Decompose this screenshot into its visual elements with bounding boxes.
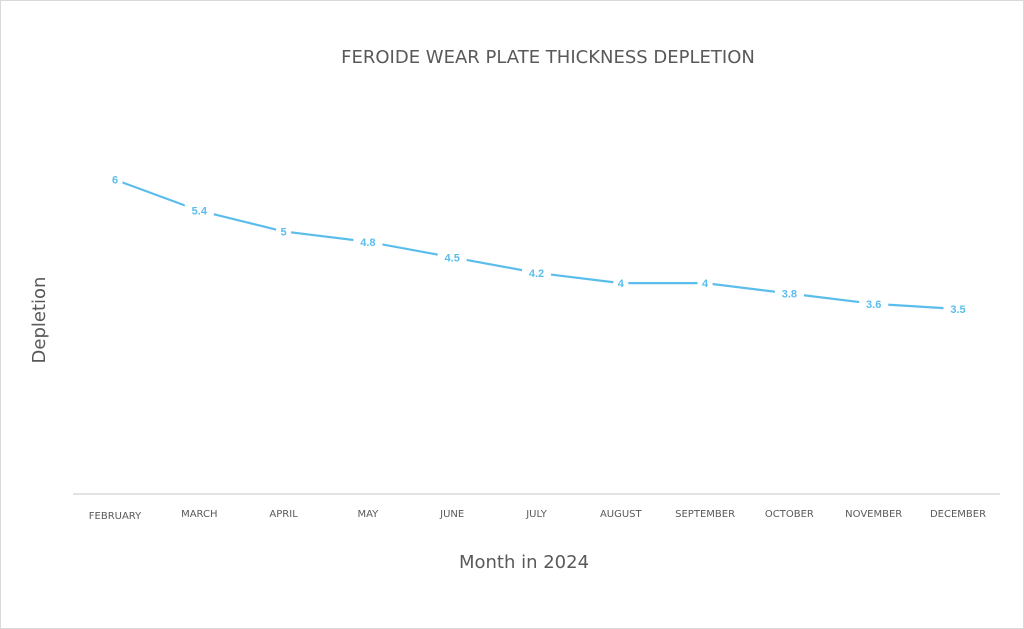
x-tick-label: DECEMBER xyxy=(930,509,986,520)
data-label: 5.4 xyxy=(192,206,208,218)
x-tick-label: MAY xyxy=(357,509,379,520)
x-tick-label: JUNE xyxy=(439,509,464,520)
data-label: 4.5 xyxy=(445,252,460,264)
data-label-background xyxy=(437,249,467,265)
data-label-background xyxy=(107,171,123,187)
chart-title: FEROIDE WEAR PLATE THICKNESS DEPLETION xyxy=(341,47,755,68)
data-label-background xyxy=(276,223,292,239)
data-label: 5 xyxy=(281,226,287,238)
y-axis-title: Depletion xyxy=(29,277,50,364)
data-label-background xyxy=(522,264,551,280)
data-label: 4 xyxy=(618,278,625,290)
x-tick-label: MARCH xyxy=(181,509,217,520)
data-label-background xyxy=(859,295,889,311)
x-tick-label: SEPTEMBER xyxy=(675,509,735,520)
data-label: 4.2 xyxy=(529,268,544,280)
data-label-background xyxy=(353,233,383,249)
data-label: 4.8 xyxy=(360,237,375,249)
data-label-background xyxy=(774,285,804,301)
x-tick-label: JULY xyxy=(525,509,548,520)
data-label: 3.5 xyxy=(950,304,965,316)
data-label-background xyxy=(613,275,629,291)
data-label: 3.8 xyxy=(782,288,797,300)
x-axis-title: Month in 2024 xyxy=(459,552,589,573)
x-tick-label: OCTOBER xyxy=(765,509,814,520)
depletion-line xyxy=(114,178,959,311)
x-tick-label: APRIL xyxy=(269,509,298,520)
data-label-background xyxy=(697,275,713,291)
data-label-background xyxy=(943,301,973,316)
x-tick-label: AUGUST xyxy=(600,509,643,520)
x-tick-label: NOVEMBER xyxy=(845,509,902,520)
data-label-background xyxy=(184,202,214,218)
data-label: 6 xyxy=(112,175,118,187)
data-label: 3.6 xyxy=(866,299,881,311)
x-tick-label: FEBRUARY xyxy=(89,511,142,522)
data-label: 4 xyxy=(702,278,709,290)
